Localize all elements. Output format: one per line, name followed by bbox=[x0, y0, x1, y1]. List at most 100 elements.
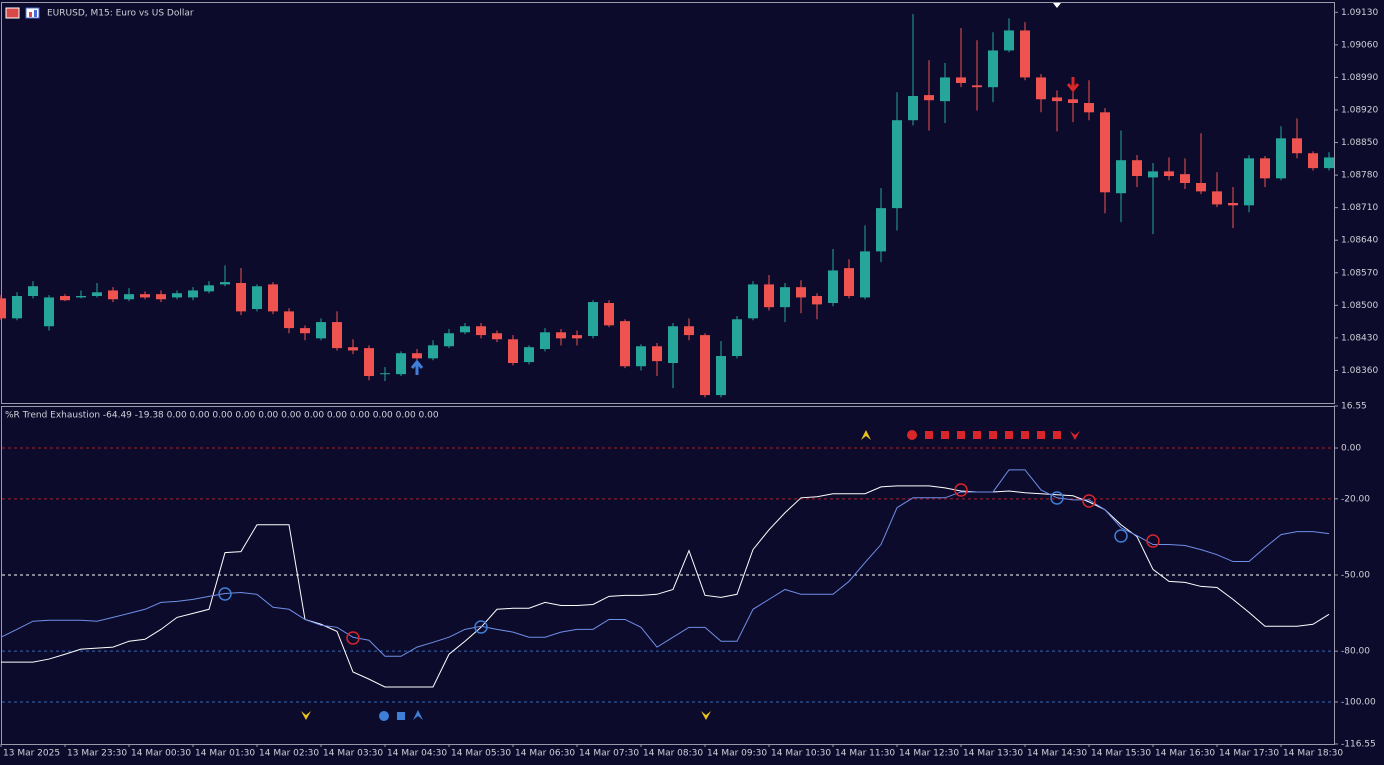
candle-body bbox=[44, 297, 54, 327]
indicator-line bbox=[1, 485, 1330, 688]
y-tick-label: 1.08710 bbox=[1341, 203, 1378, 213]
candle-body bbox=[1276, 138, 1286, 179]
candle-body bbox=[1116, 160, 1126, 194]
x-tick-label: 14 Mar 10:30 bbox=[771, 749, 831, 759]
y-tick-label: 1.09130 bbox=[1341, 8, 1378, 18]
x-tick-label: 14 Mar 17:30 bbox=[1219, 749, 1279, 759]
candle-body bbox=[1196, 183, 1206, 192]
candle-body bbox=[748, 284, 758, 319]
x-tick-label: 14 Mar 13:30 bbox=[963, 749, 1023, 759]
candle-body bbox=[284, 311, 294, 329]
y-tick-label: -50.00 bbox=[1341, 571, 1370, 581]
scroll-marker bbox=[1053, 3, 1061, 8]
candle-body bbox=[172, 293, 182, 298]
indicator-title: %R Trend Exhaustion -64.49 -19.38 0.00 0… bbox=[5, 411, 439, 421]
candle-body bbox=[844, 268, 854, 297]
candle-body bbox=[1148, 171, 1158, 178]
candle-body bbox=[92, 292, 102, 297]
y-tick-label: 1.08430 bbox=[1341, 333, 1378, 343]
main-pane-border bbox=[1, 2, 1335, 404]
candle-body bbox=[1228, 203, 1238, 206]
candle-body bbox=[988, 50, 998, 88]
x-tick-label: 14 Mar 07:30 bbox=[579, 749, 639, 759]
candle-body bbox=[908, 96, 918, 121]
indicator-signals bbox=[218, 430, 1160, 721]
x-tick-label: 14 Mar 16:30 bbox=[1155, 749, 1215, 759]
x-tick-label: 13 Mar 23:30 bbox=[67, 749, 127, 759]
y-tick-label: 1.08570 bbox=[1341, 268, 1378, 278]
candle-body bbox=[876, 208, 886, 252]
y-tick-label: 1.08500 bbox=[1341, 301, 1378, 311]
x-tick-label: 14 Mar 14:30 bbox=[1027, 749, 1087, 759]
x-tick-label: 13 Mar 2025 bbox=[3, 749, 60, 759]
candle-body bbox=[1260, 158, 1270, 179]
candle-body bbox=[1180, 174, 1190, 183]
candle-body bbox=[300, 328, 310, 334]
candle-body bbox=[652, 346, 662, 362]
candle-body bbox=[492, 333, 502, 340]
candle-body bbox=[428, 345, 438, 359]
candle-body bbox=[268, 284, 278, 312]
x-tick-label: 14 Mar 02:30 bbox=[259, 749, 319, 759]
candle-body bbox=[380, 373, 390, 375]
y-tick-label: 1.08990 bbox=[1341, 73, 1378, 83]
candle-body bbox=[396, 353, 406, 375]
x-tick-label: 14 Mar 08:30 bbox=[643, 749, 703, 759]
candle-body bbox=[956, 77, 966, 83]
candle-body bbox=[1052, 97, 1062, 102]
candle-body bbox=[220, 282, 230, 285]
candle-body bbox=[12, 296, 22, 319]
candle-body bbox=[332, 322, 342, 349]
x-tick-label: 14 Mar 00:30 bbox=[131, 749, 191, 759]
x-tick-label: 14 Mar 01:30 bbox=[195, 749, 255, 759]
chart-title: EURUSD, M15: Euro vs US Dollar bbox=[47, 9, 194, 19]
y-tick-label: 1.08360 bbox=[1341, 366, 1378, 376]
candle-body bbox=[108, 290, 118, 300]
candle-body bbox=[1004, 30, 1014, 51]
candle-body bbox=[412, 353, 422, 359]
candle-body bbox=[764, 284, 774, 308]
candle-body bbox=[28, 286, 38, 297]
candle-body bbox=[76, 296, 86, 298]
candle-body bbox=[1308, 153, 1318, 169]
y-tick-label: 1.08780 bbox=[1341, 171, 1378, 181]
candle-body bbox=[1068, 99, 1078, 103]
candle-body bbox=[780, 287, 790, 308]
y-tick-label: -116.55 bbox=[1341, 740, 1376, 750]
y-tick-label: 1.08850 bbox=[1341, 138, 1378, 148]
candle-body bbox=[1324, 157, 1334, 169]
candle-body bbox=[940, 77, 950, 102]
y-tick-label: 0.00 bbox=[1341, 444, 1361, 454]
candle-body bbox=[604, 303, 614, 326]
y-tick-label: -20.00 bbox=[1341, 494, 1370, 504]
y-tick-label: -80.00 bbox=[1341, 647, 1370, 657]
candle-body bbox=[364, 348, 374, 377]
x-tick-label: 14 Mar 04:30 bbox=[387, 749, 447, 759]
x-tick-label: 14 Mar 12:30 bbox=[899, 749, 959, 759]
x-tick-label: 14 Mar 05:30 bbox=[451, 749, 511, 759]
candle-body bbox=[444, 333, 454, 347]
x-tick-label: 14 Mar 06:30 bbox=[515, 749, 575, 759]
candle-body bbox=[732, 319, 742, 357]
candle-body bbox=[0, 298, 6, 319]
candle-body bbox=[1292, 138, 1302, 154]
candle-body bbox=[316, 322, 326, 339]
signal-arrows bbox=[410, 77, 1080, 375]
candle-body bbox=[348, 347, 358, 351]
candle-body bbox=[524, 347, 534, 363]
candle-body bbox=[1164, 171, 1174, 177]
candle-body bbox=[684, 326, 694, 336]
indicator-line bbox=[0, 469, 1330, 657]
candle-body bbox=[636, 346, 646, 367]
candle-body bbox=[620, 321, 630, 367]
y-tick-label: 16.55 bbox=[1341, 402, 1367, 412]
x-tick-label: 14 Mar 03:30 bbox=[323, 749, 383, 759]
candle-body bbox=[476, 326, 486, 336]
candle-body bbox=[1212, 191, 1222, 205]
candle-body bbox=[860, 251, 870, 298]
y-tick-label: 1.08640 bbox=[1341, 236, 1378, 246]
candle-body bbox=[508, 339, 518, 363]
candle-body bbox=[124, 294, 134, 300]
candle-body bbox=[572, 335, 582, 339]
